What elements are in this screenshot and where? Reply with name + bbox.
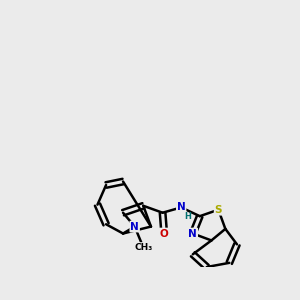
Text: S: S	[214, 205, 222, 215]
Text: H: H	[184, 212, 191, 221]
Text: N: N	[177, 202, 186, 212]
Text: CH₃: CH₃	[134, 243, 152, 252]
Text: N: N	[188, 229, 197, 238]
Text: N: N	[130, 222, 139, 232]
Text: O: O	[160, 229, 169, 238]
